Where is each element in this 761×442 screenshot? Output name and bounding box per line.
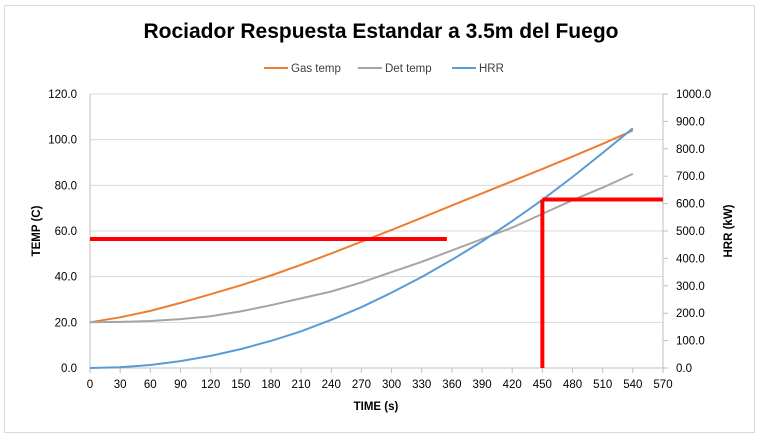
x-axis-title: TIME (s) — [354, 401, 399, 413]
y-tick-label: 80.0 — [55, 180, 77, 192]
x-tick-label: 300 — [382, 379, 401, 391]
y2-tick-label: 400.0 — [676, 253, 705, 265]
x-tick-label: 330 — [412, 379, 431, 391]
chart-frame — [4, 5, 755, 433]
x-tick-label: 150 — [231, 379, 250, 391]
x-tick-label: 180 — [261, 379, 280, 391]
y2-tick-label: 1000.0 — [676, 89, 711, 101]
legend: Gas temp Det temp HRR — [264, 63, 504, 75]
y-tick-label: 60.0 — [55, 226, 77, 238]
y-tick-label: 100.0 — [48, 135, 77, 147]
chart-title: Rociador Respuesta Estandar a 3.5m del F… — [144, 20, 619, 43]
y-tick-label: 120.0 — [48, 89, 77, 101]
y2-tick-label: 800.0 — [676, 144, 705, 156]
series-line-gas-temp — [89, 129, 634, 324]
y-tick-label: 0.0 — [61, 363, 77, 375]
x-tick-label: 540 — [623, 379, 642, 391]
x-tick-label: 420 — [503, 379, 522, 391]
annotation-lines — [90, 197, 663, 368]
gridlines — [90, 93, 663, 323]
legend-label-hrr: HRR — [479, 63, 504, 75]
x-tick-label: 570 — [653, 379, 672, 391]
x-tick-label: 210 — [292, 379, 311, 391]
x-tick-label: 510 — [593, 379, 612, 391]
y-tick-label: 40.0 — [55, 272, 77, 284]
x-tick-label: 240 — [322, 379, 341, 391]
y2-tick-label: 700.0 — [676, 171, 705, 183]
y2-tick-label: 900.0 — [676, 116, 705, 128]
series-lines — [89, 127, 634, 369]
y2-axis-title: HRR (kW) — [723, 204, 735, 257]
tick-labels: 0.0 20.0 40.0 60.0 80.0 100.0 120.0 0.0 100.0 200… — [48, 89, 711, 391]
y2-tick-label: 300.0 — [676, 281, 705, 293]
x-tick-label: 480 — [563, 379, 582, 391]
x-tick-label: 0 — [87, 379, 93, 391]
x-tick-label: 30 — [114, 379, 127, 391]
x-tick-label: 60 — [144, 379, 157, 391]
y2-tick-label: 500.0 — [676, 226, 705, 238]
x-tick-label: 450 — [533, 379, 552, 391]
legend-label-det-temp: Det temp — [385, 63, 432, 75]
y2-tick-label: 0.0 — [676, 363, 692, 375]
y2-tick-label: 100.0 — [676, 336, 705, 348]
y2-tick-label: 600.0 — [676, 199, 705, 211]
axes — [89, 93, 668, 373]
legend-label-gas-temp: Gas temp — [291, 63, 341, 75]
y-axis-title: TEMP (C) — [31, 205, 43, 256]
x-tick-label: 120 — [201, 379, 220, 391]
x-tick-label: 90 — [174, 379, 187, 391]
series-line-det-temp — [89, 172, 634, 324]
y-tick-label: 20.0 — [55, 317, 77, 329]
x-tick-label: 270 — [352, 379, 371, 391]
x-tick-label: 360 — [442, 379, 461, 391]
x-tick-label: 390 — [472, 379, 491, 391]
y2-tick-label: 200.0 — [676, 308, 705, 320]
